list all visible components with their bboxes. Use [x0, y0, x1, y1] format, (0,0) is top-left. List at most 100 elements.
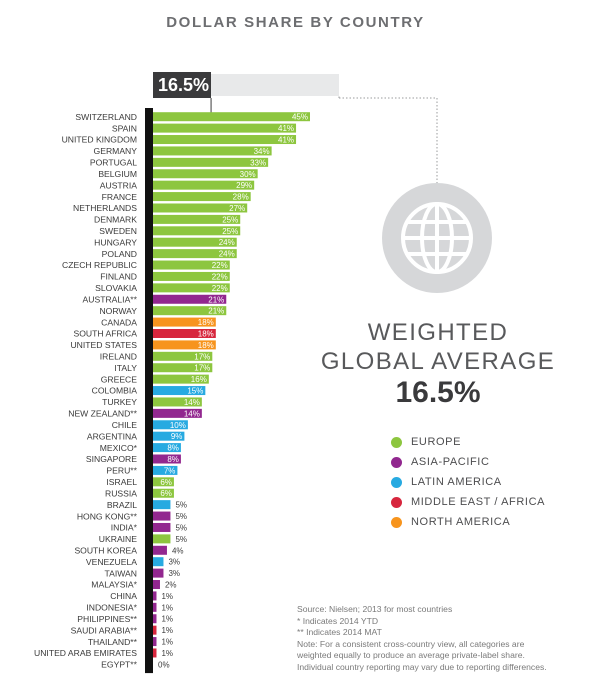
bar [153, 363, 213, 373]
value-label: 18% [198, 341, 214, 350]
category-label: SOUTH KOREA [74, 545, 137, 555]
legend-swatch [391, 496, 402, 508]
legend-item: MIDDLE EAST / AFRICA [391, 492, 545, 512]
source-notes: Source: Nielsen; 2013 for most countries… [297, 604, 547, 673]
category-label: MEXICO* [100, 443, 138, 453]
category-label: SAUDI ARABIA** [71, 625, 138, 635]
value-label: 24% [219, 238, 235, 247]
value-label: 5% [175, 501, 187, 510]
bar [153, 465, 178, 475]
bar [153, 568, 164, 578]
category-label: SLOVAKIA [95, 283, 137, 293]
value-label: 27% [229, 204, 245, 213]
value-label: 7% [164, 466, 176, 475]
bar [153, 625, 157, 635]
bar [153, 420, 188, 430]
category-label: AUSTRIA [100, 180, 138, 190]
connector-path [338, 96, 438, 186]
value-label: 17% [194, 352, 210, 361]
value-label: 6% [160, 489, 172, 498]
category-label: AUSTRALIA** [83, 294, 138, 304]
bar [153, 637, 157, 647]
average-box [153, 72, 211, 98]
category-label: UKRAINE [99, 534, 137, 544]
category-label: IRELAND [100, 352, 137, 362]
note-line: weighted equally to produce an average p… [297, 650, 525, 660]
value-label: 1% [161, 649, 173, 658]
category-label: CHINA [110, 591, 137, 601]
category-label: SOUTH AFRICA [73, 329, 137, 339]
value-label: 2% [165, 581, 177, 590]
value-label: 41% [278, 124, 294, 133]
bar [153, 123, 297, 133]
category-label: DENMARK [94, 215, 137, 225]
bar [153, 306, 227, 316]
category-label: GERMANY [94, 146, 138, 156]
legend-swatch [391, 516, 402, 528]
bar [153, 648, 157, 658]
legend-item: NORTH AMERICA [391, 512, 545, 532]
bar [153, 340, 216, 350]
chart-title: DOLLAR SHARE BY COUNTRY [166, 14, 425, 31]
category-label: UNITED KINGDOM [62, 135, 137, 145]
value-label: 5% [175, 535, 187, 544]
bar [153, 214, 241, 224]
value-label: 24% [219, 250, 235, 259]
legend-item: LATIN AMERICA [391, 472, 545, 492]
bar [153, 192, 251, 202]
legend-label: LATIN AMERICA [411, 476, 502, 488]
category-label: SWITZERLAND [75, 112, 137, 122]
category-label: CZECH REPUBLIC [62, 260, 137, 270]
note-line: ** Indicates 2014 MAT [297, 627, 382, 637]
value-label: 1% [161, 603, 173, 612]
value-label: 34% [254, 147, 270, 156]
value-label: 15% [187, 387, 203, 396]
average-box-label: 16.5% [158, 75, 210, 95]
bar [153, 374, 209, 384]
note-line: Source: Nielsen; 2013 for most countries [297, 604, 453, 614]
category-label: POLAND [102, 249, 137, 259]
bar [153, 135, 297, 145]
category-label: TURKEY [102, 397, 137, 407]
value-label: 14% [184, 409, 200, 418]
bar [153, 443, 181, 453]
globe-icon [382, 183, 492, 293]
value-label: 41% [278, 136, 294, 145]
bar [153, 203, 248, 213]
bar [153, 180, 255, 190]
value-label: 9% [171, 432, 183, 441]
axis-bar [145, 108, 153, 674]
category-label: COLOMBIA [92, 386, 138, 396]
bar [153, 237, 237, 247]
category-label: MALAYSIA* [91, 580, 137, 590]
bar [153, 488, 174, 498]
category-label: INDONESIA* [86, 603, 137, 613]
weighted-average-value: 16.5% [395, 376, 481, 409]
bar [153, 112, 310, 122]
bar [153, 328, 216, 338]
value-label: 1% [161, 638, 173, 647]
bar [153, 602, 157, 612]
legend-item: EUROPE [391, 432, 545, 452]
category-label: NORWAY [99, 306, 137, 316]
category-label: HUNGARY [94, 237, 137, 247]
value-label: 30% [240, 170, 256, 179]
value-label: 21% [208, 295, 224, 304]
category-label: NETHERLANDS [73, 203, 137, 213]
category-label: ARGENTINA [87, 431, 137, 441]
bar [153, 534, 171, 544]
bar [153, 431, 185, 441]
value-label: 0% [158, 660, 170, 669]
category-label: SPAIN [112, 123, 137, 133]
bar [153, 614, 157, 624]
legend-swatch [391, 476, 402, 488]
bar [153, 408, 202, 418]
value-label: 3% [168, 558, 180, 567]
note-line: Individual country reporting may vary du… [297, 661, 547, 672]
category-label: FINLAND [100, 272, 137, 282]
bar [153, 580, 160, 590]
value-label: 16% [191, 375, 207, 384]
category-label: GREECE [101, 374, 138, 384]
category-label: HONG KONG** [77, 511, 138, 521]
category-label: FRANCE [102, 192, 138, 202]
